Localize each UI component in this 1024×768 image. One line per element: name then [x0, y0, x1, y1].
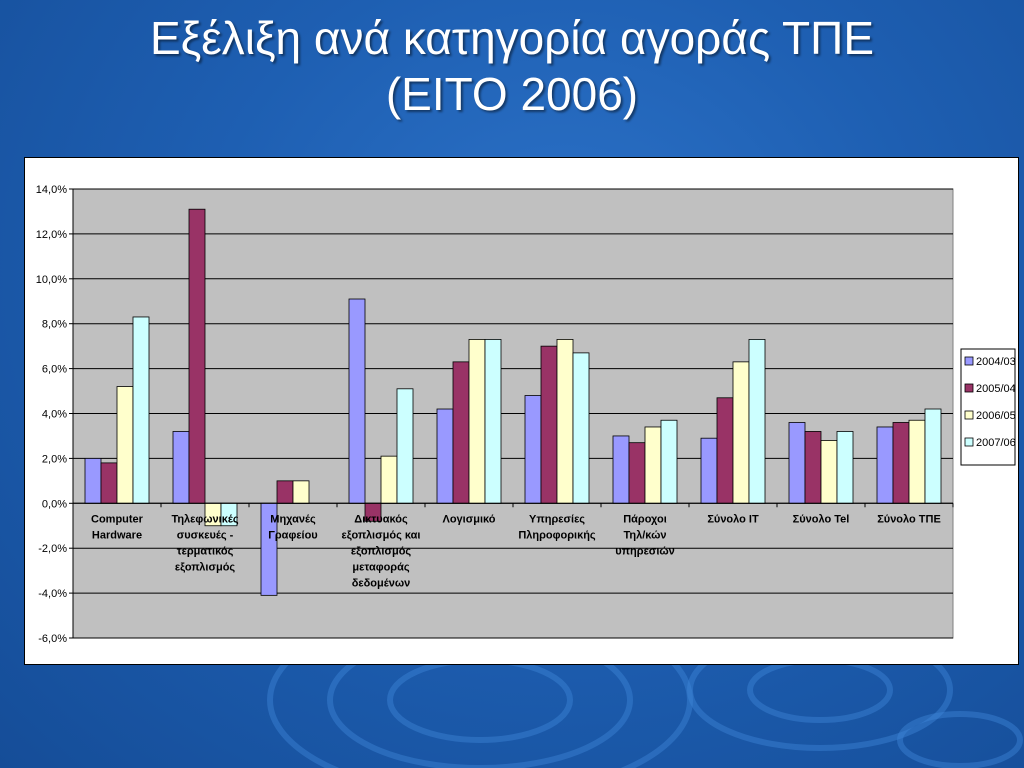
y-tick-label: -2,0% [38, 543, 67, 555]
legend-label: 2006/05 [976, 410, 1016, 422]
bar [572, 352, 590, 504]
slide-title-line1: Εξέλιξη ανά κατηγορία αγοράς ΤΠΕ [149, 12, 875, 64]
bar [892, 422, 910, 504]
bar [380, 455, 398, 504]
bar [924, 408, 942, 504]
y-tick-label: -6,0% [38, 633, 67, 645]
legend-swatch [964, 356, 974, 366]
legend-swatch [964, 383, 974, 393]
bar [836, 431, 854, 504]
bar [908, 419, 926, 504]
bar [116, 386, 134, 504]
bar [804, 431, 822, 504]
bar [188, 208, 206, 504]
y-tick-label: 8,0% [42, 319, 67, 331]
bar [468, 339, 486, 504]
slide-title-line2: (EITO 2006) [385, 68, 639, 120]
y-tick-label: 4,0% [42, 409, 67, 421]
category-label: Δικτυακός εξοπλισμός και εξοπλισμός μεταφορ… [342, 513, 421, 589]
category-label: Σύνολο Tel [793, 513, 850, 525]
bar [292, 480, 310, 504]
bar [732, 361, 750, 504]
legend-label: 2004/03 [976, 356, 1016, 368]
bar [820, 440, 838, 504]
bar [540, 345, 558, 504]
bar [612, 435, 630, 504]
legend-swatch [964, 437, 974, 447]
slide-title: Εξέλιξη ανά κατηγορία αγοράς ΤΠΕ (EITO 2… [0, 10, 1024, 122]
category-label: Σύνολο ΙΤ [707, 513, 759, 525]
y-tick-label: 0,0% [42, 498, 67, 510]
category-label: Computer Hardware [91, 513, 144, 541]
bar [628, 442, 646, 504]
y-tick-label: 12,0% [36, 229, 67, 241]
bar [348, 298, 366, 504]
bar [172, 431, 190, 504]
category-label: Σύνολο ΤΠΕ [877, 513, 941, 525]
y-tick-label: -4,0% [38, 588, 67, 600]
bar [524, 395, 542, 504]
bar-chart: 14,0% 12,0% 10,0% 8,0% 6,0% 4,0% 2,0% 0,0% -2,0%… [36, 184, 1016, 645]
bar [484, 339, 502, 504]
bar [276, 480, 294, 504]
y-tick-label: 6,0% [42, 364, 67, 376]
bar [660, 419, 678, 504]
category-label: Λογισμικό [442, 513, 495, 525]
legend-label: 2007/06 [976, 437, 1016, 449]
bar [700, 437, 718, 504]
bar [436, 408, 454, 504]
legend-label: 2005/04 [976, 383, 1016, 395]
legend-swatch [964, 410, 974, 420]
category-label: Μηχανές Γραφείου [268, 513, 317, 541]
bar [788, 422, 806, 504]
bar [876, 426, 894, 504]
category-label: Υπηρεσίες Πληροφορικής [518, 513, 596, 541]
bar [556, 339, 574, 504]
bar [396, 388, 414, 504]
category-label: Τηλεφωνικές συσκευές -τερματικός εξοπλισμό… [171, 513, 238, 573]
y-tick-label: 14,0% [36, 184, 67, 196]
bar [84, 457, 102, 504]
bar [452, 361, 470, 504]
bar [100, 462, 118, 504]
bar [644, 426, 662, 504]
bar [132, 316, 150, 504]
bar [748, 339, 766, 504]
bar [716, 397, 734, 504]
category-label: Πάροχοι Τηλ/κών υπηρεσιών [615, 513, 675, 557]
chart-frame: 14,0% 12,0% 10,0% 8,0% 6,0% 4,0% 2,0% 0,0% -2,0%… [24, 157, 1019, 665]
y-tick-label: 10,0% [36, 274, 67, 286]
y-tick-label: 2,0% [42, 453, 67, 465]
